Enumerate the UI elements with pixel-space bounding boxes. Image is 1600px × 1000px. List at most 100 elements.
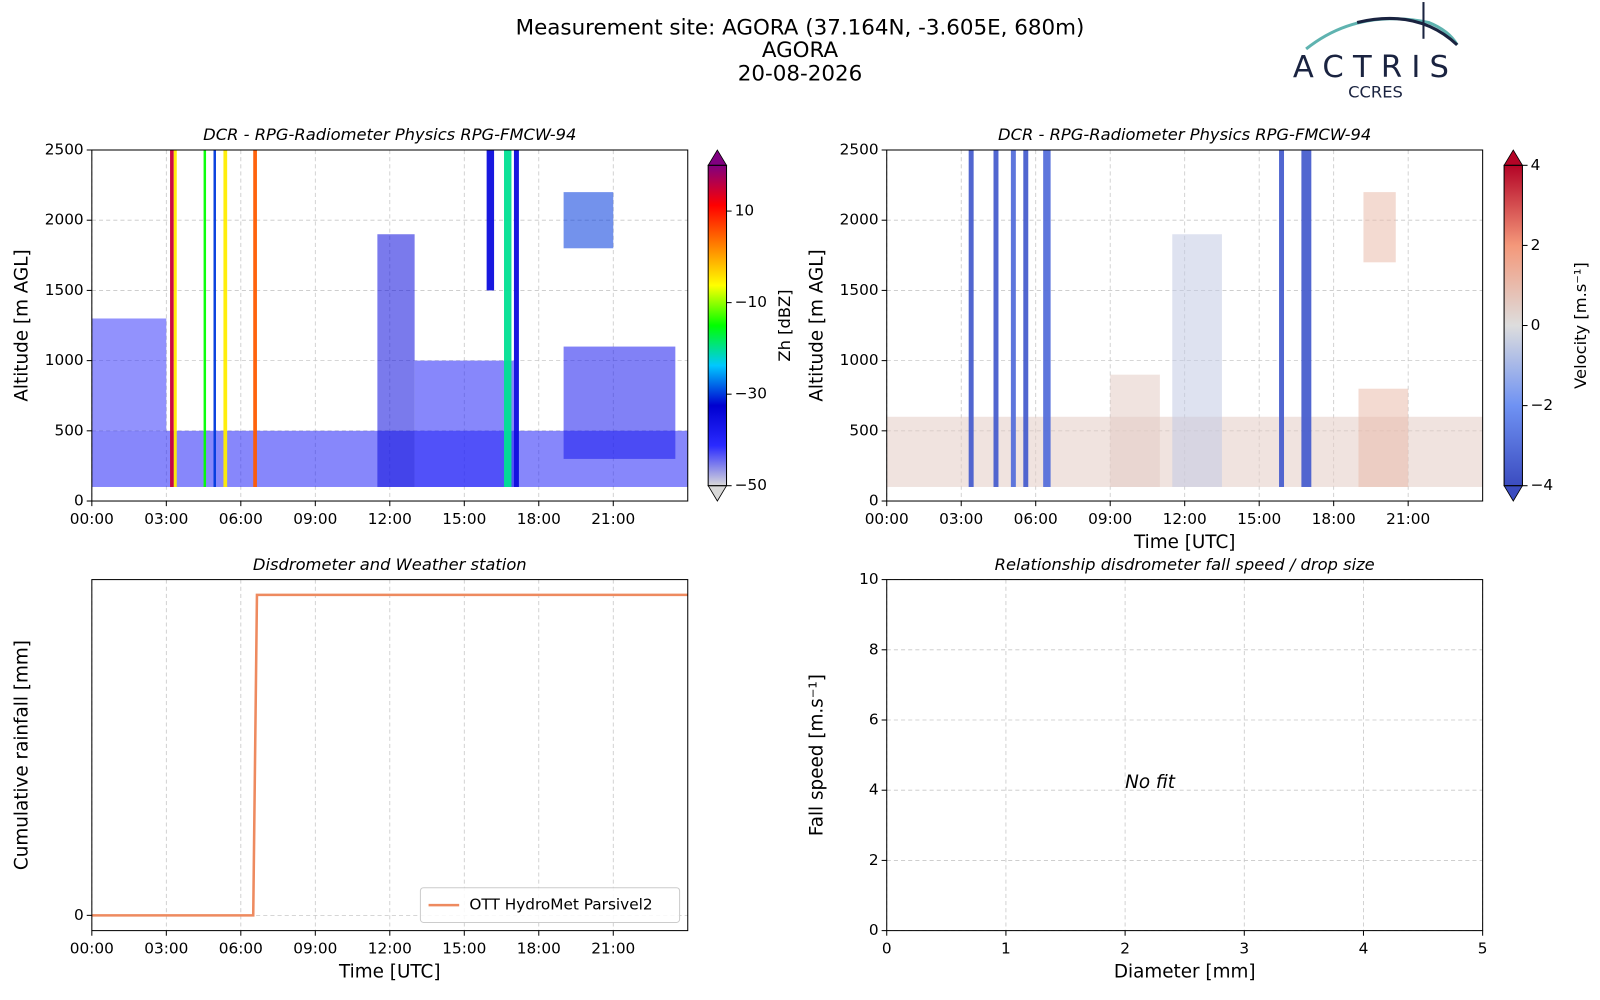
axes-frame: [886, 579, 1484, 932]
cell: [253, 150, 257, 487]
cell: [563, 192, 614, 249]
logo-arc: [1305, 17, 1459, 51]
date: 20-08-2026: [738, 61, 862, 86]
x-tick-label: 06:00: [219, 510, 263, 528]
x-tick-label: 3: [1239, 939, 1249, 957]
y-tick-label: 8: [869, 640, 879, 658]
x-tick-label: 09:00: [293, 939, 337, 957]
line: [91, 593, 688, 917]
x-tick-label: 15:00: [442, 939, 486, 957]
colorbar-tick-label: 0: [1531, 316, 1541, 334]
axes-frame: [91, 579, 689, 932]
cell: [968, 150, 974, 487]
axes-frame: [886, 149, 1484, 502]
colorbar-extend: [707, 485, 728, 502]
colorbar-tick-label: −30: [735, 385, 767, 403]
y-tick-label: 4: [869, 781, 879, 799]
cell: [414, 360, 514, 487]
x-tick-label: 2: [1120, 939, 1130, 957]
x-tick-label: 15:00: [442, 510, 486, 528]
x-tick-label: 0: [882, 939, 892, 957]
colorbar-label: Velocity [m.s⁻¹]: [1571, 262, 1590, 389]
panel: DCR - RPG-Radiometer Physics RPG-FMCW-94…: [806, 125, 1590, 553]
logo-subtitle: CCRES: [1348, 82, 1403, 101]
y-tick-label: 0: [74, 906, 84, 924]
cell: [1110, 374, 1160, 487]
y-tick-label: 1500: [45, 281, 84, 299]
y-tick-label: 500: [849, 421, 878, 439]
cell: [1301, 150, 1312, 487]
y-tick-label: 2: [869, 851, 879, 869]
cell: [563, 346, 676, 459]
colorbar-frame: [707, 164, 728, 487]
logo-arc-dark: [1356, 16, 1459, 47]
x-tick-label: 09:00: [1088, 510, 1132, 528]
y-tick-label: 1500: [840, 281, 879, 299]
x-tick-label: 00:00: [70, 939, 114, 957]
cell: [1358, 388, 1409, 487]
cell: [513, 150, 519, 487]
cell: [504, 150, 512, 487]
cells: [886, 150, 1483, 487]
x-tick-label: 09:00: [293, 510, 337, 528]
y-axis-label: Fall speed [m.s⁻¹]: [806, 674, 827, 836]
y-tick-label: 1000: [45, 351, 84, 369]
panel-title: DCR - RPG-Radiometer Physics RPG-FMCW-94: [998, 125, 1371, 144]
x-tick-label: 12:00: [1163, 510, 1207, 528]
x-tick-label: 06:00: [1014, 510, 1058, 528]
y-tick-label: 10: [859, 570, 878, 588]
y-axis-label: Cumulative rainfall [mm]: [11, 640, 32, 870]
x-tick-label: 21:00: [1386, 510, 1430, 528]
cell: [377, 234, 415, 487]
y-tick-label: 1000: [840, 351, 879, 369]
y-tick-label: 0: [74, 492, 84, 510]
logo-name: ACTRIS: [1293, 50, 1458, 85]
x-tick-label: 21:00: [591, 510, 635, 528]
x-tick-label: 21:00: [591, 939, 635, 957]
x-tick-label: 15:00: [1237, 510, 1281, 528]
colorbar-extend: [707, 149, 728, 166]
x-tick-label: 00:00: [865, 510, 909, 528]
x-tick-label: 18:00: [1312, 510, 1356, 528]
colorbar-extend: [1503, 485, 1524, 502]
y-axis-label: Altitude [m AGL]: [11, 249, 32, 401]
x-tick-label: 18:00: [517, 939, 561, 957]
cell: [1279, 150, 1285, 487]
cell: [213, 150, 216, 487]
annotation: No fit: [1125, 772, 1176, 793]
y-tick-label: 0: [869, 492, 879, 510]
panel-title: DCR - RPG-Radiometer Physics RPG-FMCW-94: [203, 125, 576, 144]
y-axis-label: Altitude [m AGL]: [806, 249, 827, 401]
cell: [1363, 192, 1396, 263]
colorbar-tick-label: 10: [735, 202, 754, 220]
x-tick-label: 18:00: [517, 510, 561, 528]
colorbar-tick-label: −50: [735, 476, 767, 494]
panel: Relationship disdrometer fall speed / dr…: [806, 555, 1487, 983]
panel: Disdrometer and Weather station 00:00 03:0…: [11, 555, 689, 982]
colorbar-tick-label: −10: [735, 293, 767, 311]
colorbar-tick-label: −4: [1531, 476, 1554, 494]
legend-label: OTT HydroMet Parsivel2: [469, 896, 652, 914]
y-tick-label: 2500: [45, 141, 84, 159]
cell: [203, 150, 207, 487]
colorbar: [708, 165, 727, 486]
figure-title: Measurement site: AGORA (37.164N, -3.605…: [516, 16, 1085, 41]
colorbar-tick-label: −2: [1531, 396, 1554, 414]
colorbar: [1504, 165, 1523, 486]
y-tick-label: 6: [869, 711, 879, 729]
x-tick-label: 06:00: [219, 939, 263, 957]
y-tick-label: 0: [869, 921, 879, 939]
colorbar-tick-label: 4: [1531, 156, 1541, 174]
x-tick-label: 4: [1359, 939, 1369, 957]
legend: [419, 887, 681, 923]
cell: [486, 150, 495, 291]
y-tick-label: 2500: [840, 141, 879, 159]
colorbar-label: Zh [dBZ]: [775, 289, 794, 361]
x-tick-label: 03:00: [939, 510, 983, 528]
panel: DCR - RPG-Radiometer Physics RPG-FMCW-94…: [11, 125, 794, 528]
site-name: AGORA: [762, 38, 839, 63]
x-tick-label: 5: [1478, 939, 1488, 957]
x-tick-label: 03:00: [144, 939, 188, 957]
